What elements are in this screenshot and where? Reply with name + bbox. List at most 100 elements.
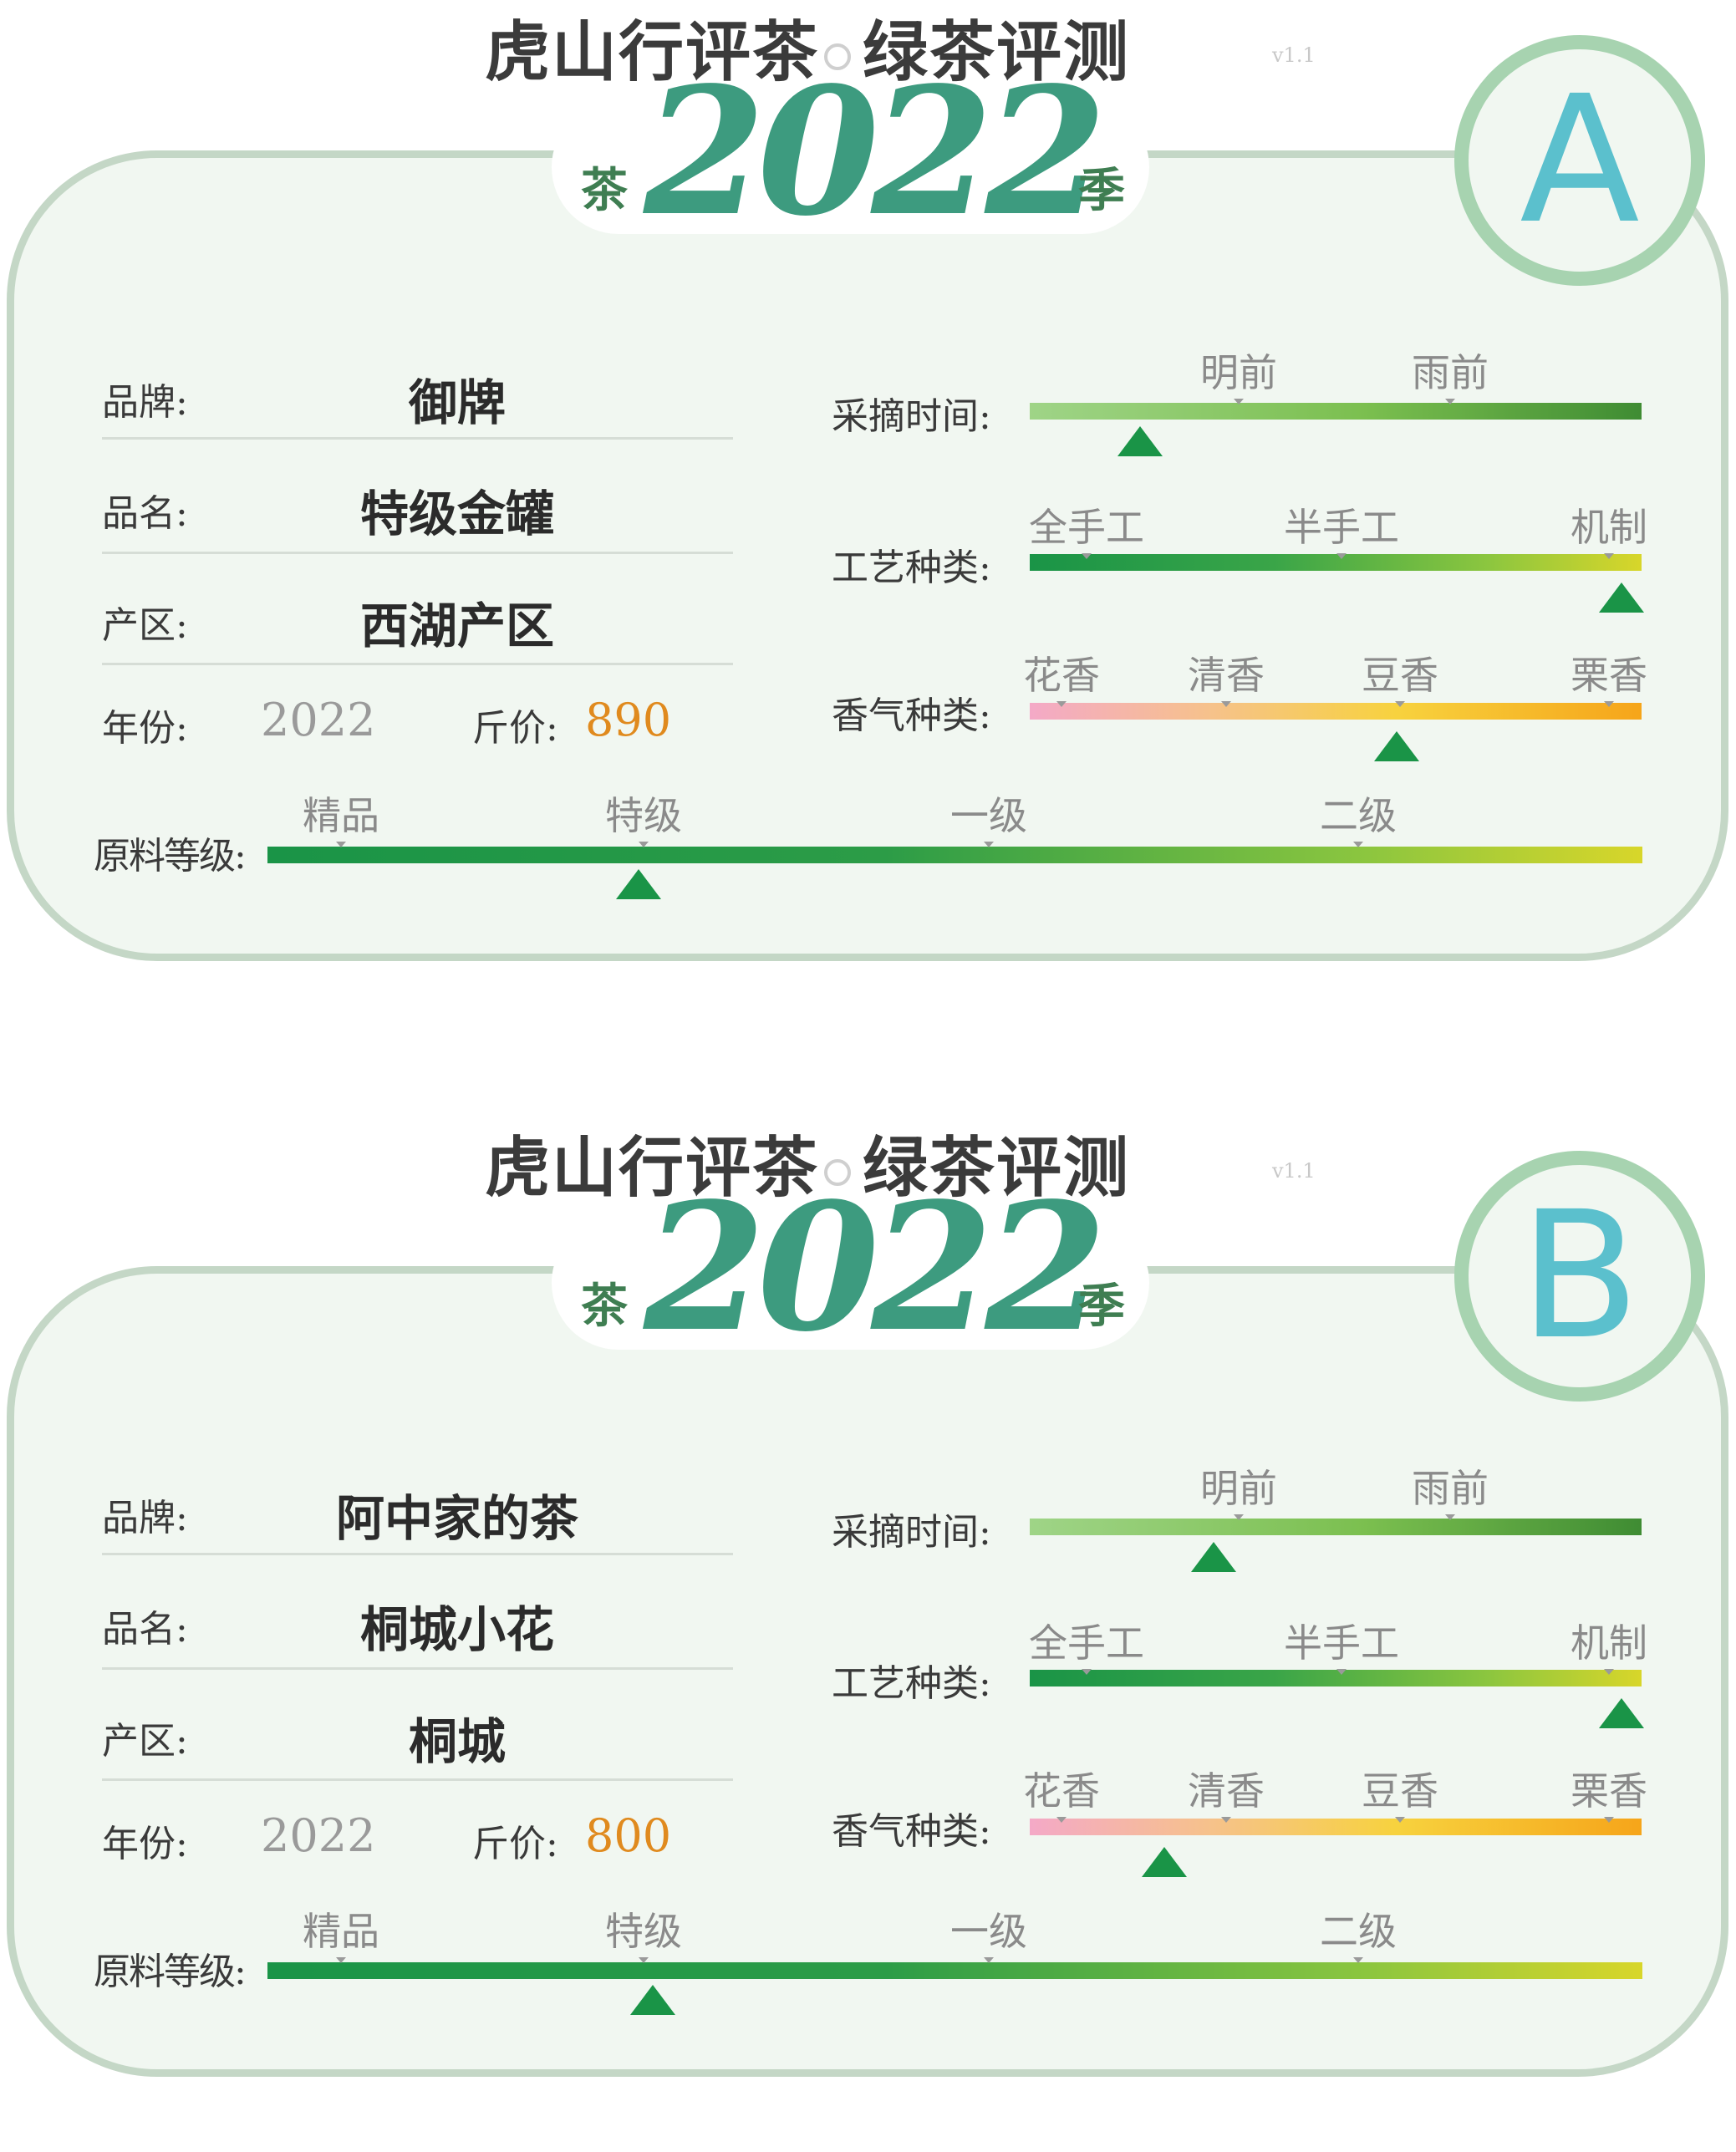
badge-letter: B: [1519, 1173, 1641, 1378]
aroma-label: 香气种类:: [832, 1810, 991, 1853]
version-label: v1.1: [1272, 1159, 1316, 1183]
version-label: v1.1: [1272, 43, 1316, 67]
divider: [102, 663, 733, 665]
grade-tick: 二级: [1320, 1901, 1397, 1963]
craft-tick: 半手工: [1284, 1613, 1399, 1675]
card-badge: A: [1454, 35, 1705, 286]
craft-tick: 半手工: [1284, 497, 1399, 559]
harvest-label: 采摘时间:: [832, 395, 991, 438]
title-right: 绿茶评测: [863, 15, 1131, 90]
craft-tick: 机制: [1571, 1613, 1647, 1675]
harvest-marker: [1117, 426, 1163, 456]
name-label: 品名:: [102, 1608, 188, 1651]
page-title: 虎山行评茶 绿茶评测: [485, 0, 1237, 90]
harvest-bar: [1030, 1519, 1642, 1535]
craft-tick: 全手工: [1029, 497, 1144, 559]
region-label: 产区:: [102, 1720, 188, 1763]
card-badge: B: [1454, 1151, 1705, 1402]
craft-tick: 机制: [1571, 497, 1647, 559]
season-left: 茶: [581, 164, 628, 218]
year-value: 2022: [261, 1809, 376, 1862]
year-banner: [552, 1216, 1149, 1350]
title-left: 虎山行评茶: [485, 1131, 820, 1206]
harvest-tick: 明前: [1200, 343, 1277, 404]
grade-bar: [267, 1962, 1642, 1979]
name-value: 特级金罐: [359, 486, 554, 542]
year-label: 年份:: [102, 1823, 188, 1865]
region-value: 桐城: [408, 1713, 506, 1770]
name-label: 品名:: [102, 492, 188, 535]
craft-marker: [1599, 583, 1644, 613]
grade-label: 原料等级:: [94, 835, 247, 878]
divider: [102, 1778, 733, 1781]
harvest-tick: 明前: [1200, 1458, 1277, 1520]
aroma-tick: 清香: [1188, 645, 1265, 707]
tea-card-a: 虎山行评茶 绿茶评测 v1.1 茶 2022 季 A 品牌: 御牌 品名: 特级金…: [0, 0, 1736, 1036]
big-year: 2022: [644, 48, 1107, 255]
aroma-tick: 栗香: [1571, 1761, 1647, 1823]
year-banner: [552, 100, 1149, 234]
harvest-bar: [1030, 403, 1642, 420]
price-label: 斤价:: [472, 707, 558, 750]
title-dot-icon: [824, 43, 852, 70]
craft-bar: [1030, 554, 1642, 571]
divider: [102, 1667, 733, 1670]
badge-letter: A: [1520, 58, 1640, 262]
tea-card-b: 虎山行评茶 绿茶评测 v1.1 茶 2022 季 B 品牌: 阿中家的茶 品名: …: [0, 1116, 1736, 2152]
craft-marker: [1599, 1698, 1644, 1728]
aroma-tick: 豆香: [1362, 1761, 1438, 1823]
season-right: 季: [1078, 1279, 1125, 1334]
title-dot-icon: [824, 1158, 852, 1186]
page-title: 虎山行评茶 绿茶评测: [485, 1116, 1237, 1206]
grade-label: 原料等级:: [94, 1951, 247, 1993]
price-value: 800: [585, 1809, 672, 1862]
aroma-tick: 花香: [1023, 645, 1100, 707]
name-value: 桐城小花: [359, 1601, 554, 1658]
aroma-tick: 花香: [1023, 1761, 1100, 1823]
title-left: 虎山行评茶: [485, 15, 820, 90]
craft-label: 工艺种类:: [832, 547, 991, 589]
grade-tick: 精品: [303, 1901, 379, 1963]
big-year: 2022: [644, 1164, 1107, 1371]
aroma-tick: 清香: [1188, 1761, 1265, 1823]
grade-tick: 特级: [605, 786, 682, 847]
price-value: 890: [585, 694, 672, 746]
aroma-label: 香气种类:: [832, 694, 991, 737]
harvest-tick: 雨前: [1412, 343, 1489, 404]
brand-value: 御牌: [408, 374, 506, 431]
region-value: 西湖产区: [359, 598, 554, 654]
aroma-marker: [1374, 731, 1420, 761]
grade-tick: 特级: [605, 1901, 682, 1963]
grade-tick: 一级: [950, 1901, 1027, 1963]
region-label: 产区:: [102, 604, 188, 647]
aroma-marker: [1142, 1847, 1188, 1877]
title-right: 绿茶评测: [863, 1131, 1131, 1206]
grade-marker: [629, 1985, 675, 2015]
divider: [102, 1553, 733, 1555]
harvest-label: 采摘时间:: [832, 1511, 991, 1554]
aroma-bar: [1030, 1819, 1642, 1835]
year-label: 年份:: [102, 707, 188, 750]
aroma-bar: [1030, 703, 1642, 720]
craft-tick: 全手工: [1029, 1613, 1144, 1675]
brand-label: 品牌:: [102, 1497, 188, 1539]
aroma-tick: 豆香: [1362, 645, 1438, 707]
brand-label: 品牌:: [102, 381, 188, 424]
divider: [102, 552, 733, 554]
craft-bar: [1030, 1670, 1642, 1686]
harvest-tick: 雨前: [1412, 1458, 1489, 1520]
season-left: 茶: [581, 1279, 628, 1334]
grade-tick: 精品: [303, 786, 379, 847]
harvest-marker: [1190, 1542, 1236, 1572]
season-right: 季: [1078, 164, 1125, 218]
grade-bar: [267, 847, 1642, 863]
brand-value: 阿中家的茶: [335, 1490, 578, 1547]
grade-marker: [616, 869, 662, 899]
divider: [102, 437, 733, 440]
grade-tick: 一级: [950, 786, 1027, 847]
craft-label: 工艺种类:: [832, 1662, 991, 1705]
price-label: 斤价:: [472, 1823, 558, 1865]
year-value: 2022: [261, 694, 376, 746]
aroma-tick: 栗香: [1571, 645, 1647, 707]
grade-tick: 二级: [1320, 786, 1397, 847]
